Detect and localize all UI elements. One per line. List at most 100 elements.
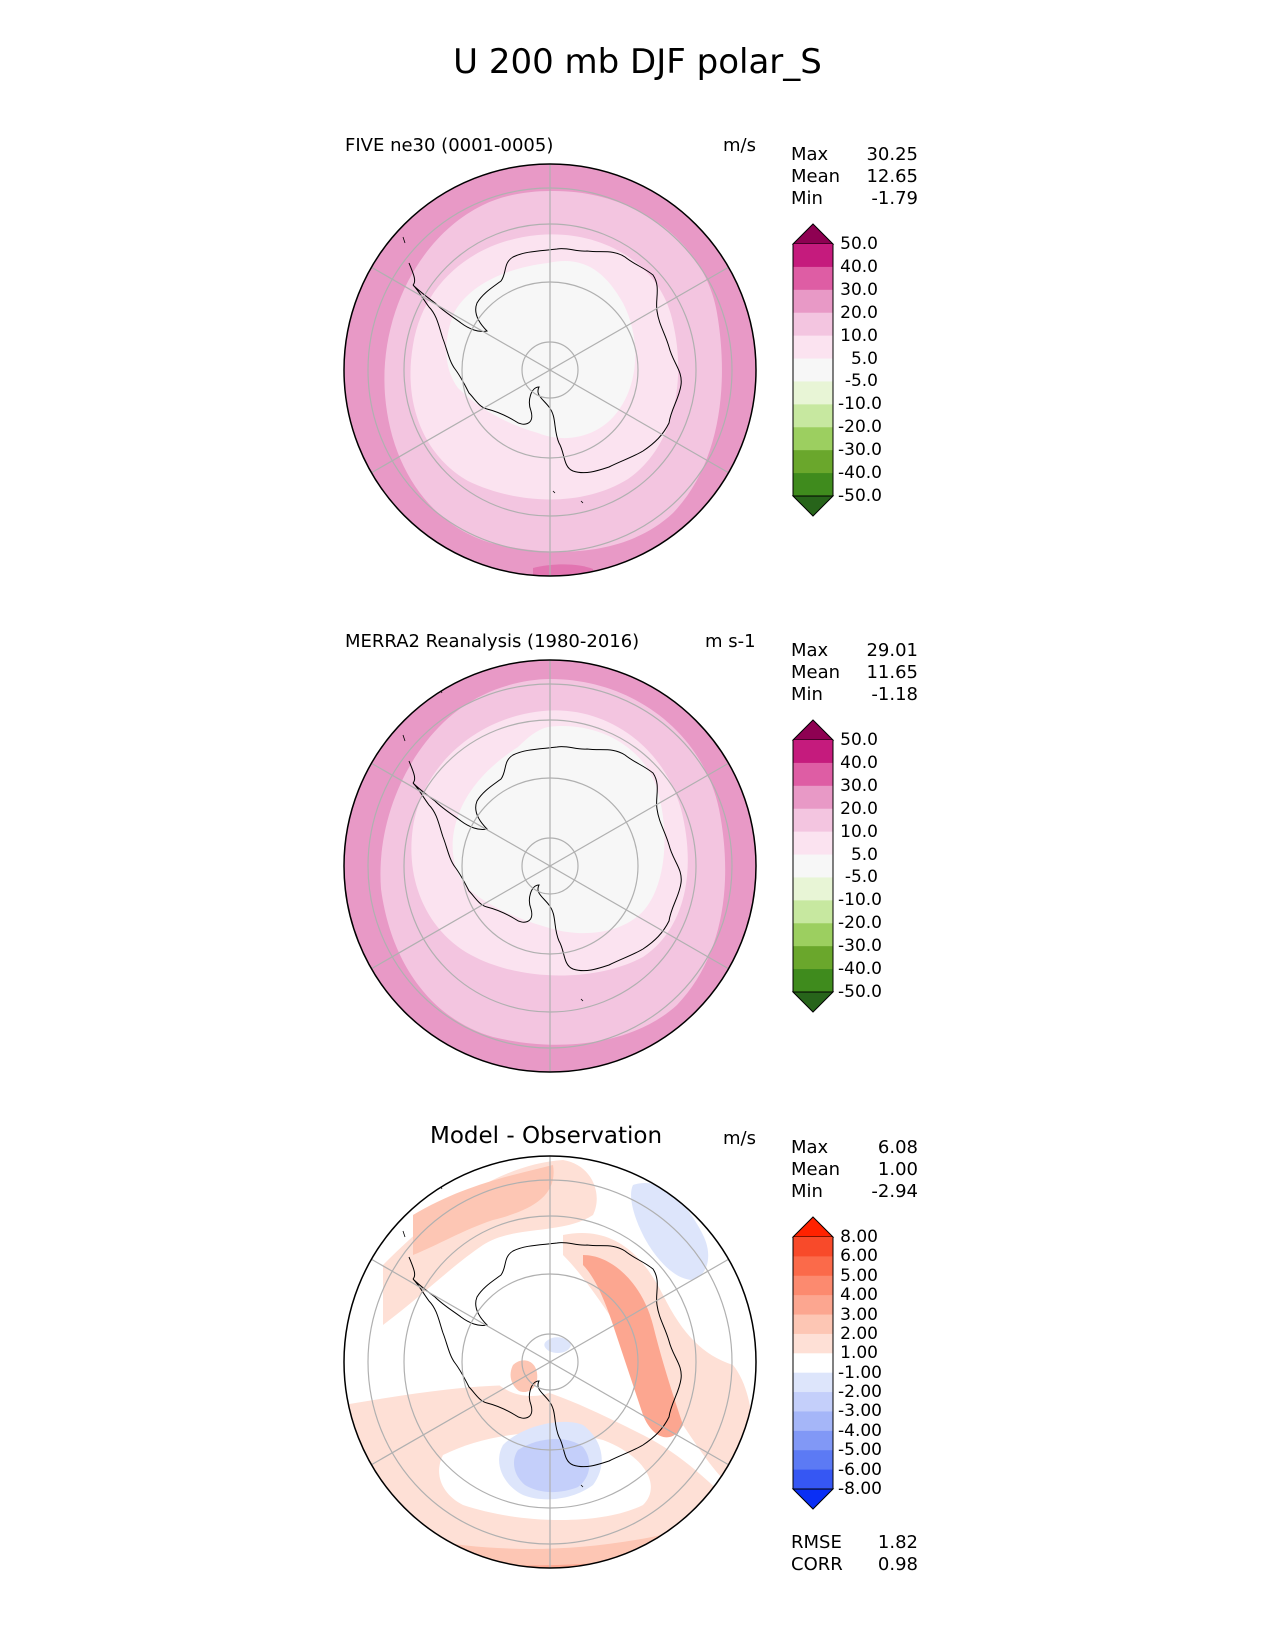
panel-2-coastline [412,746,682,972]
colorbar-segment [793,1372,833,1393]
colorbar-tick-label: -5.0 [844,867,878,888]
panel-3-stat-label-min: Min [791,1181,823,1202]
colorbar-extend-top [791,1216,835,1238]
colorbar-segment [793,312,833,337]
colorbar-segment [793,1469,833,1490]
colorbar-tick-label: -5.00 [838,1440,882,1461]
colorbar-segment [793,1450,833,1471]
colorbar-segment [793,1430,833,1451]
panel-3-metric-rmse: 1.82 [877,1532,918,1553]
colorbar-segment [793,335,833,360]
panel-2-graticule [367,660,733,1072]
panel-3-units: m/s [723,1128,756,1149]
colorbar-segment [793,473,833,497]
colorbar-extend-top [791,719,835,741]
colorbar-extend-bottom [791,495,835,517]
colorbar-tick-label: 20.0 [840,798,878,819]
colorbar-tick-label: -30.0 [838,936,882,957]
panel-2-stat-label-mean: Mean [791,662,841,683]
panel-1-title: FIVE ne30 (0001-0005) [345,135,554,156]
panel-3-metric-label-corr: CORR [791,1554,843,1575]
panel-3-colorbar [791,1216,835,1510]
colorbar-segment [793,831,833,856]
colorbar-tick-label: 2.00 [840,1323,878,1344]
colorbar-segment [793,785,833,810]
colorbar-tick-label: 50.0 [840,730,878,750]
panel-1-stat-min: -1.79 [871,188,918,209]
panel-1-colorbar [791,223,835,517]
colorbar-tick-label: 5.0 [850,348,878,369]
colorbar-tick-label: -40.0 [838,959,882,980]
colorbar-extend-top [791,223,835,245]
panel-1-stat-mean: 12.65 [866,166,918,187]
panel-3-stat-label-max: Max [791,1137,829,1158]
colorbar-tick-label: 8.00 [840,1227,878,1247]
colorbar-tick-label: 30.0 [840,775,878,796]
colorbar-extend-bottom [791,1488,835,1510]
colorbar-extend-bottom [791,991,835,1013]
colorbar-segment [793,450,833,474]
colorbar-tick-label: 4.00 [840,1285,878,1306]
colorbar-tick-label: -40.0 [838,463,882,484]
panel-2-title: MERRA2 Reanalysis (1980-2016) [345,631,640,652]
colorbar-segment [793,1237,833,1257]
panel-1-stat-label-mean: Mean [791,166,841,187]
panel-3-neg-band-south-core [513,1439,590,1493]
panel-1-stat-label-max: Max [791,144,829,165]
colorbar-segment [793,244,833,268]
panel-3-stat-min: -2.94 [871,1181,918,1202]
colorbar-segment [793,900,833,924]
colorbar-segment [793,404,833,428]
colorbar-segment [793,1314,833,1335]
colorbar-tick-label: 5.0 [850,844,878,865]
panel-1-graticule [367,164,733,576]
panel-2-stat-mean: 11.65 [866,662,918,683]
panel-1-coastline [412,248,682,474]
colorbar-frame [792,740,834,992]
colorbar-tick-label: -6.00 [838,1459,882,1480]
panel-3-neg-band-ne [631,1183,709,1280]
colorbar-tick-label: 40.0 [840,752,878,773]
colorbar-tick-label: -8.00 [838,1479,882,1499]
colorbar-tick-label: 6.00 [840,1246,878,1267]
colorbar-tick-label: 1.00 [840,1343,878,1364]
colorbar-tick-label: -5.0 [844,371,878,392]
colorbar-tick-label: 3.00 [840,1304,878,1325]
colorbar-tick-label: -50.0 [838,486,882,506]
panel-2-colorbar [791,719,835,1013]
colorbar-segment [793,1333,833,1354]
panel-3-neg-band-pole [544,1337,571,1353]
colorbar-segment [793,266,833,291]
colorbar-tick-label: -2.00 [838,1382,882,1403]
colorbar-segment [793,381,833,405]
panel-3-metric-label-rmse: RMSE [791,1532,842,1553]
panel-1-map [343,163,757,577]
colorbar-tick-label: -20.0 [838,417,882,438]
colorbar-frame [792,1237,834,1489]
panel-3-pos-band-center-2 [510,1360,538,1393]
colorbar-segment [793,358,833,382]
colorbar-tick-label: -1.00 [838,1362,882,1383]
colorbar-tick-label: 5.00 [840,1265,878,1286]
panel-1-stat-max: 30.25 [866,144,918,165]
colorbar-tick-label: 10.0 [840,821,878,842]
panel-1-units: m/s [723,135,756,156]
colorbar-frame [792,244,834,496]
panel-2-stat-max: 29.01 [866,640,918,661]
panel-2-stat-label-min: Min [791,684,823,705]
panel-3-graticule [367,1156,733,1568]
panel-3-metric-corr: 0.98 [877,1554,918,1575]
panel-2-map [343,659,757,1073]
colorbar-segment [793,1295,833,1316]
colorbar-tick-label: -30.0 [838,440,882,461]
colorbar-tick-label: -10.0 [838,890,882,911]
panel-1-stat-label-min: Min [791,188,823,209]
colorbar-tick-label: 30.0 [840,279,878,300]
colorbar-segment [793,877,833,901]
panel-3-pos-band-1 [383,1160,597,1325]
colorbar-segment [793,1353,833,1374]
colorbar-segment [793,762,833,787]
colorbar-tick-label: 40.0 [840,256,878,277]
panel-3-map [343,1155,757,1569]
panel-3-pos-band-2 [413,1165,554,1255]
